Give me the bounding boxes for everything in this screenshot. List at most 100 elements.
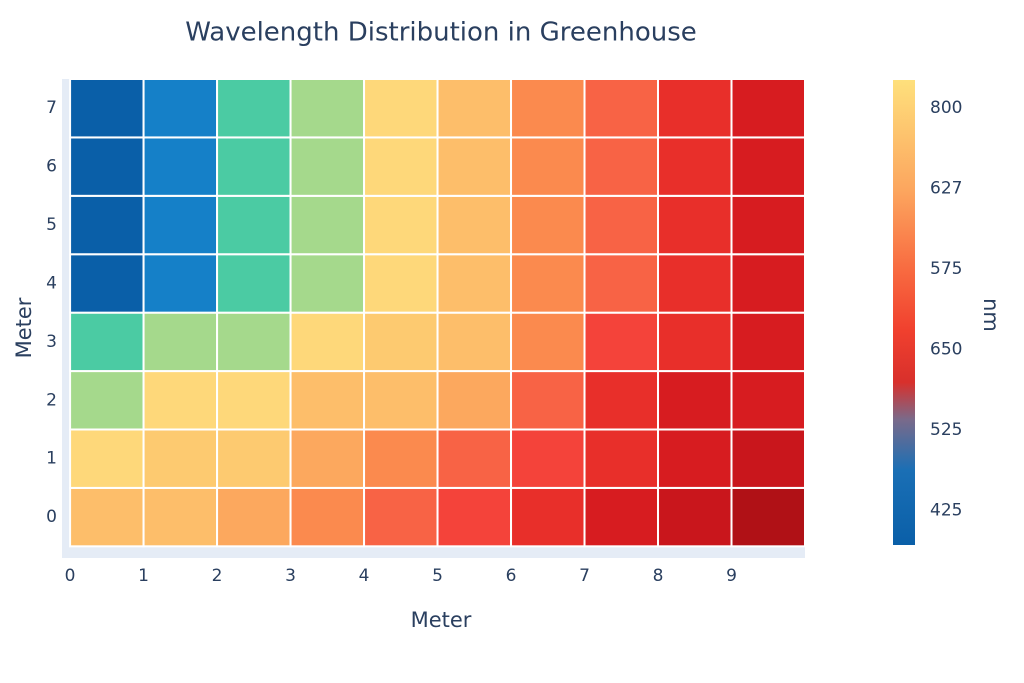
heatmap-cell [436, 486, 513, 548]
colorbar-tick-label: 650 [930, 340, 962, 360]
chart-title: Wavelength Distribution in Greenhouse [185, 18, 697, 48]
heatmap-cell [730, 136, 807, 197]
heatmap-cell [216, 486, 292, 548]
y-tick-label: 1 [46, 449, 57, 469]
x-tick-label: 1 [138, 566, 149, 586]
heatmap-cell [289, 194, 366, 256]
heatmap-cell [583, 78, 660, 139]
x-tick-label: 2 [212, 566, 223, 586]
heatmap-cell [657, 78, 733, 139]
heatmap-cell [289, 428, 366, 489]
x-tick-label: 7 [579, 566, 590, 586]
heatmap-cell [69, 486, 145, 548]
heatmap-cell [69, 370, 145, 431]
x-tick-label: 4 [359, 566, 370, 586]
colorbar-tick-label: 575 [930, 259, 962, 279]
heatmap-cell [730, 78, 807, 139]
heatmap-cell [289, 370, 366, 431]
heatmap-cell [216, 78, 292, 139]
heatmap-cell [363, 311, 439, 373]
heatmap-cell [142, 428, 219, 489]
heatmap-cell [657, 136, 733, 197]
heatmap-cell [142, 311, 219, 373]
heatmap-cell [216, 194, 292, 256]
heatmap-cell [730, 428, 807, 489]
heatmap-cell [730, 370, 807, 431]
heatmap-cell [436, 136, 513, 197]
heatmap-cell [289, 311, 366, 373]
heatmap-cell [657, 253, 733, 314]
heatmap-cell [657, 370, 733, 431]
x-tick-label: 8 [653, 566, 664, 586]
heatmap-cell [69, 253, 145, 314]
heatmap-cell [69, 428, 145, 489]
heatmap-cell [216, 428, 292, 489]
y-tick-label: 0 [46, 507, 57, 527]
x-axis-title: Meter [411, 608, 472, 632]
heatmap-cell [730, 486, 807, 548]
heatmap-cell [436, 370, 513, 431]
heatmap-cell [436, 78, 513, 139]
y-tick-label: 6 [46, 157, 57, 177]
heatmap-cell [69, 78, 145, 139]
x-tick-label: 0 [65, 566, 76, 586]
heatmap-cell [583, 253, 660, 314]
x-tick-label: 9 [726, 566, 737, 586]
colorbar-tick-label: 627 [930, 178, 962, 198]
heatmap-cell [657, 311, 733, 373]
heatmap-cell [436, 194, 513, 256]
heatmap-cell [289, 486, 366, 548]
heatmap-cell [363, 78, 439, 139]
heatmap-cell [730, 194, 807, 256]
heatmap-cell [142, 78, 219, 139]
heatmap-cell [142, 253, 219, 314]
heatmap-cell [510, 194, 586, 256]
heatmap-cell [363, 428, 439, 489]
heatmap-cell [657, 428, 733, 489]
heatmap-cell [436, 428, 513, 489]
x-tick-label: 6 [506, 566, 517, 586]
heatmap-cell [510, 136, 586, 197]
heatmap-cell [583, 370, 660, 431]
heatmap-cell [216, 370, 292, 431]
heatmap-cell [657, 194, 733, 256]
heatmap-cell [142, 194, 219, 256]
heatmap-cell [583, 311, 660, 373]
heatmap-cell [510, 253, 586, 314]
y-tick-label: 7 [46, 98, 57, 118]
heatmap-cell [363, 486, 439, 548]
heatmap-cell [583, 428, 660, 489]
heatmap-cell [289, 253, 366, 314]
heatmap-cell [216, 253, 292, 314]
heatmap-cell [730, 253, 807, 314]
heatmap-cell [510, 78, 586, 139]
heatmap-cell [216, 136, 292, 197]
y-axis-title: Meter [12, 297, 36, 358]
heatmap-cell [142, 486, 219, 548]
colorbar-tick-label: 800 [930, 98, 962, 118]
heatmap-cell [363, 370, 439, 431]
heatmap-cell [363, 136, 439, 197]
heatmap-cell [510, 370, 586, 431]
heatmap-cell [69, 194, 145, 256]
x-tick-label: 3 [285, 566, 296, 586]
heatmap-cell [289, 78, 366, 139]
heatmap-cell [216, 311, 292, 373]
colorbar-tick-label: 425 [930, 501, 962, 521]
heatmap-cell [363, 253, 439, 314]
y-tick-label: 4 [46, 273, 57, 293]
heatmap-cell [583, 194, 660, 256]
heatmap-cell [289, 136, 366, 197]
x-tick-label: 5 [432, 566, 443, 586]
heatmap-cell [730, 311, 807, 373]
heatmap-cell [436, 253, 513, 314]
y-tick-label: 5 [46, 215, 57, 235]
heatmap-cell [510, 311, 586, 373]
heatmap-cell [363, 194, 439, 256]
heatmap-cell [510, 428, 586, 489]
heatmap-cell [583, 486, 660, 548]
y-tick-label: 3 [46, 332, 57, 352]
heatmap-cell [510, 486, 586, 548]
heatmap-cell [142, 136, 219, 197]
